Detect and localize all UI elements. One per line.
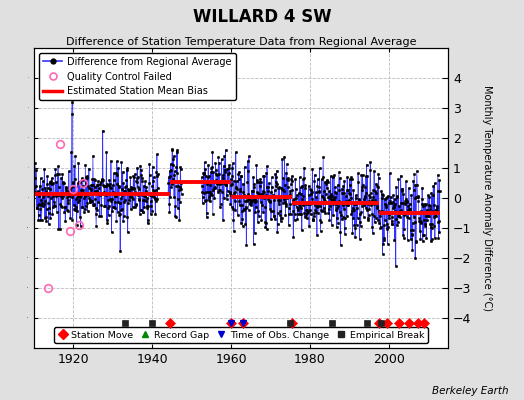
Text: WILLARD 4 SW: WILLARD 4 SW xyxy=(193,8,331,26)
Legend: Station Move, Record Gap, Time of Obs. Change, Empirical Break: Station Move, Record Gap, Time of Obs. C… xyxy=(54,327,428,343)
Text: Berkeley Earth: Berkeley Earth xyxy=(432,386,508,396)
Y-axis label: Monthly Temperature Anomaly Difference (°C): Monthly Temperature Anomaly Difference (… xyxy=(483,85,493,311)
Title: Difference of Station Temperature Data from Regional Average: Difference of Station Temperature Data f… xyxy=(66,37,416,47)
